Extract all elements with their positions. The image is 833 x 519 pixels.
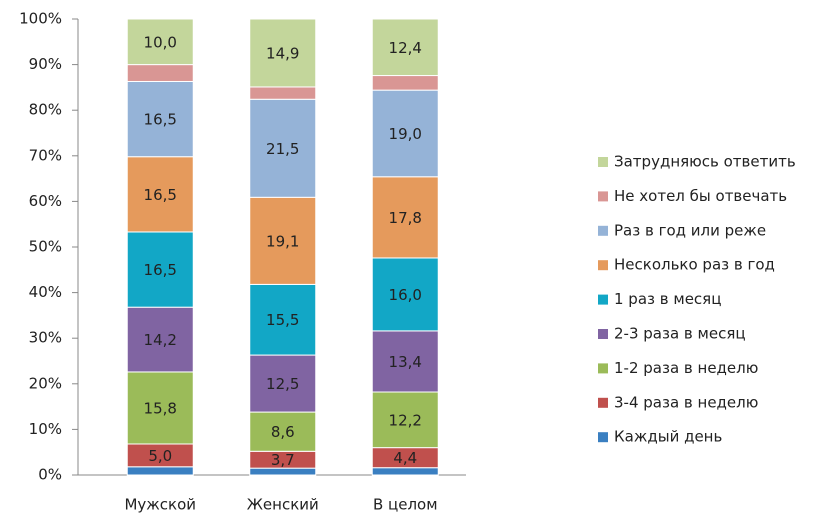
bar-segment	[371, 391, 439, 449]
bar-segment	[126, 80, 194, 158]
value-label: 12,2	[389, 411, 422, 429]
legend-label: 3-4 раза в неделю	[614, 393, 758, 411]
y-tick-label: 0%	[38, 466, 62, 484]
value-label: 21,5	[266, 140, 299, 158]
value-label: 13,4	[389, 353, 422, 371]
legend-swatch	[598, 329, 608, 339]
value-label: 4,4	[393, 449, 417, 467]
legend-swatch	[598, 294, 608, 305]
value-label: 19,0	[389, 125, 422, 143]
bar-segment	[249, 283, 317, 356]
value-label: 14,2	[144, 331, 177, 349]
y-tick-label: 10%	[29, 420, 62, 438]
legend-swatch	[598, 432, 608, 443]
bar-segment	[126, 371, 194, 445]
y-tick-label: 100%	[19, 10, 62, 28]
y-tick-label: 70%	[29, 146, 62, 164]
legend-label: Каждый день	[614, 428, 722, 446]
bar-segment	[249, 98, 317, 198]
bar-segment	[371, 18, 439, 77]
value-label: 16,0	[389, 286, 422, 304]
legend-swatch	[598, 191, 608, 202]
bar-segment	[371, 75, 439, 91]
bar-segment	[126, 18, 194, 66]
y-tick-label: 60%	[29, 192, 62, 210]
bar-segment	[126, 231, 194, 308]
y-tick-label: 80%	[29, 101, 62, 119]
bar-segment	[126, 156, 194, 233]
bar-segment	[371, 89, 439, 178]
legend-label: 1 раз в месяц	[614, 290, 721, 308]
value-label: 16,5	[144, 261, 177, 279]
bar-segment	[249, 354, 317, 413]
bar-segment	[126, 64, 194, 82]
value-label: 3,7	[271, 451, 295, 469]
bar-segment	[371, 330, 439, 393]
y-tick-label: 40%	[29, 283, 62, 301]
value-label: 5,0	[148, 447, 172, 465]
y-tick-label: 90%	[29, 55, 62, 73]
legend-swatch	[598, 260, 608, 271]
bar-segment	[126, 466, 194, 476]
legend-swatch	[598, 225, 608, 236]
legend-swatch	[598, 157, 608, 167]
value-label: 15,8	[144, 399, 177, 417]
value-label: 8,6	[271, 423, 295, 441]
legend-swatch	[598, 397, 608, 408]
bar-segment	[249, 86, 317, 100]
bar-segment	[249, 196, 317, 285]
y-tick-label: 20%	[29, 374, 62, 392]
legend-label: 1-2 раза в неделю	[614, 359, 758, 377]
value-label: 10,0	[144, 33, 177, 51]
value-label: 16,5	[144, 111, 177, 129]
bar-segment	[371, 257, 439, 332]
value-label: 14,9	[266, 44, 299, 62]
legend-label: Не хотел бы отвечать	[614, 187, 787, 205]
value-label: 15,5	[266, 311, 299, 329]
legend-label: Раз в год или реже	[614, 221, 766, 239]
bar-segment	[249, 18, 317, 88]
value-label: 16,5	[144, 186, 177, 204]
bar-segment	[126, 306, 194, 373]
legend-swatch	[598, 363, 608, 374]
legend-label: Затрудняюсь ответить	[614, 153, 796, 171]
x-tick-label: Мужской	[124, 496, 196, 514]
bar-segment	[371, 176, 439, 259]
value-label: 12,5	[266, 375, 299, 393]
x-tick-label: Женский	[247, 496, 319, 514]
value-label: 19,1	[266, 232, 299, 250]
legend-label: 2-3 раза в месяц	[614, 325, 746, 343]
value-label: 17,8	[389, 209, 422, 227]
bar-segment	[371, 467, 439, 476]
value-label: 12,4	[389, 39, 422, 57]
y-tick-label: 50%	[29, 238, 62, 256]
y-tick-label: 30%	[29, 329, 62, 347]
legend-label: Несколько раз в год	[614, 256, 775, 274]
x-tick-label: В целом	[373, 496, 438, 514]
